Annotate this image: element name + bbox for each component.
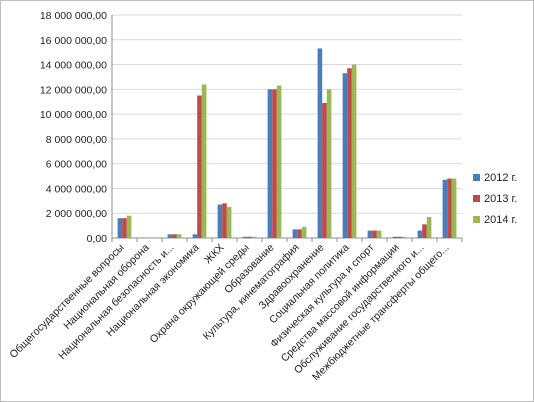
bar xyxy=(272,89,277,238)
bar xyxy=(401,236,407,238)
bar xyxy=(167,234,173,238)
bar xyxy=(247,236,252,238)
legend-label: 2012 г. xyxy=(484,172,517,184)
bar xyxy=(447,178,452,238)
y-tick-label: 6 000 000,00 xyxy=(46,159,107,171)
bar xyxy=(242,236,248,238)
bar xyxy=(451,178,457,238)
legend-label: 2013 г. xyxy=(484,193,517,205)
axes xyxy=(111,15,463,242)
bar xyxy=(372,230,377,238)
bar xyxy=(172,234,177,238)
bar xyxy=(426,216,432,238)
bar xyxy=(347,68,352,239)
bar xyxy=(292,229,298,238)
bar xyxy=(351,64,357,238)
y-tick-label: 10 000 000,00 xyxy=(40,109,107,121)
bar xyxy=(392,236,398,238)
bar xyxy=(326,89,332,238)
y-tick-label: 16 000 000,00 xyxy=(40,35,107,47)
y-tick-label: 2 000 000,00 xyxy=(46,208,107,220)
bar xyxy=(226,207,232,238)
bar xyxy=(342,73,348,238)
bar xyxy=(317,48,323,239)
gridlines xyxy=(112,14,462,214)
bar xyxy=(201,84,207,238)
bar xyxy=(251,236,257,238)
bar xyxy=(397,236,402,238)
bar xyxy=(197,95,202,238)
bar xyxy=(376,230,382,238)
bar xyxy=(192,234,198,238)
bar xyxy=(267,89,273,238)
bar xyxy=(367,230,373,238)
y-tick-label: 0,00 xyxy=(87,233,108,245)
y-tick-label: 4 000 000,00 xyxy=(46,183,107,195)
bar xyxy=(222,203,227,238)
legend-label: 2014 г. xyxy=(484,214,517,226)
legend-swatch xyxy=(473,195,480,202)
y-axis-ticks: 0,00 2 000 000,00 4 000 000,00 6 000 000,00… xyxy=(40,10,107,245)
legend-swatch xyxy=(473,216,480,223)
x-axis-ticks: Общегосударственные вопросыНациональная … xyxy=(7,242,451,384)
legend-swatch xyxy=(473,174,480,181)
bar xyxy=(417,230,423,238)
y-tick-label: 14 000 000,00 xyxy=(40,60,107,72)
bar xyxy=(442,179,448,238)
bar xyxy=(122,218,127,238)
bars xyxy=(117,48,457,239)
bar xyxy=(422,224,427,238)
bar xyxy=(322,102,327,239)
y-tick-label: 12 000 000,00 xyxy=(40,84,107,96)
legend: 2012 г. 2013 г. 2014 г. xyxy=(473,172,517,226)
bar xyxy=(126,215,132,238)
y-tick-label: 8 000 000,00 xyxy=(46,134,107,146)
y-tick-label: 18 000 000,00 xyxy=(40,10,107,22)
bar xyxy=(176,234,182,238)
bar xyxy=(117,218,123,238)
bar xyxy=(297,229,302,238)
bar xyxy=(276,85,282,239)
bar xyxy=(301,226,307,238)
bar xyxy=(217,204,223,238)
